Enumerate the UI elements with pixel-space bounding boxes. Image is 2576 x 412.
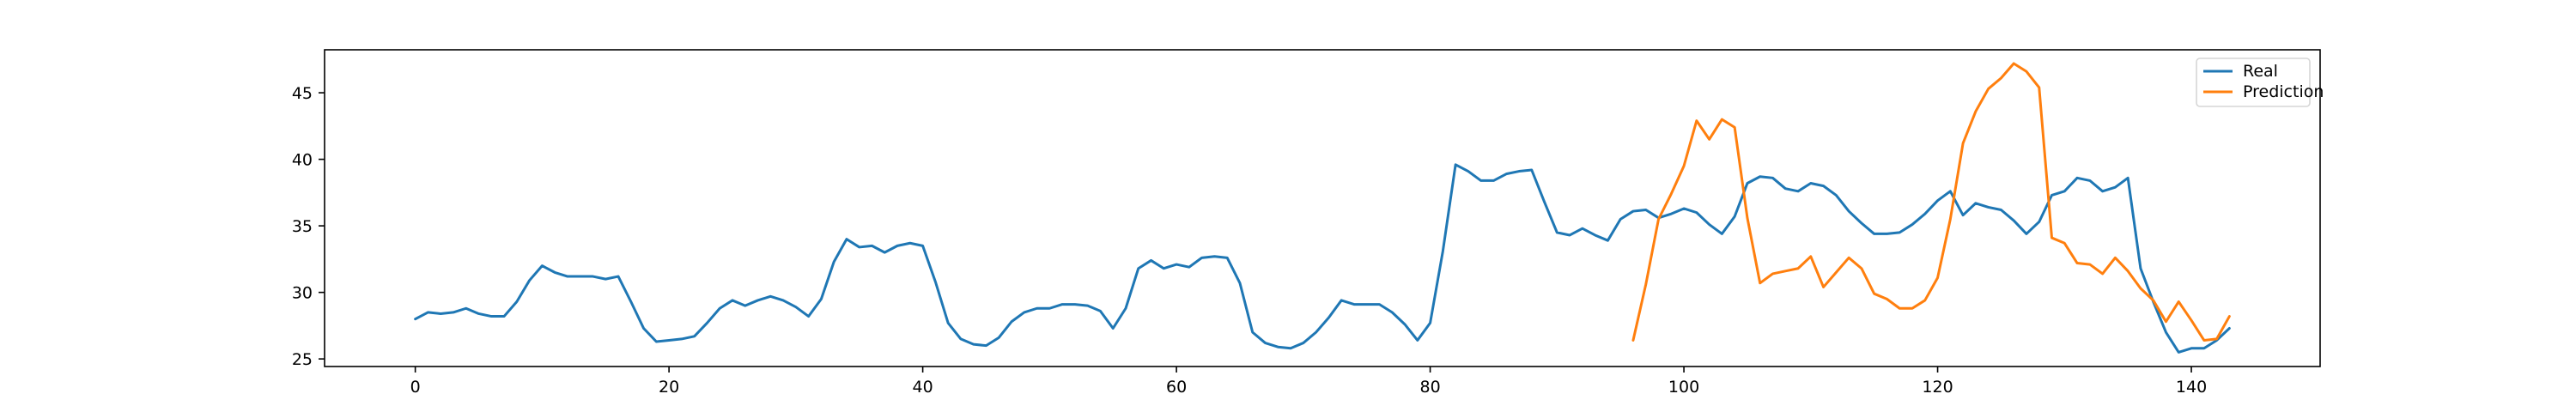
x-axis: 0 20 40 60 80 100 120 140	[410, 367, 2207, 397]
y-tick-label: 35	[292, 217, 313, 236]
x-tick-label: 40	[913, 378, 933, 397]
x-tick-label: 80	[1419, 378, 1440, 397]
y-tick-label: 45	[292, 84, 313, 103]
x-tick-label: 140	[2176, 378, 2207, 397]
x-tick-label: 100	[1668, 378, 1699, 397]
y-tick-label: 30	[292, 284, 313, 303]
y-tick-label: 25	[292, 350, 313, 369]
y-axis: 25 30 35 40 45	[292, 84, 325, 369]
legend-label-real: Real	[2243, 62, 2278, 81]
plot-area	[324, 49, 2321, 367]
axes-frame	[324, 49, 2321, 367]
series-line-real	[414, 163, 2231, 354]
series-line-prediction	[1631, 62, 2231, 342]
x-tick-label: 60	[1166, 378, 1187, 397]
x-tick-label: 120	[1922, 378, 1953, 397]
legend-label-prediction: Prediction	[2243, 82, 2324, 101]
x-tick-label: 0	[410, 378, 421, 397]
x-tick-label: 20	[659, 378, 679, 397]
y-tick-label: 40	[292, 151, 313, 170]
